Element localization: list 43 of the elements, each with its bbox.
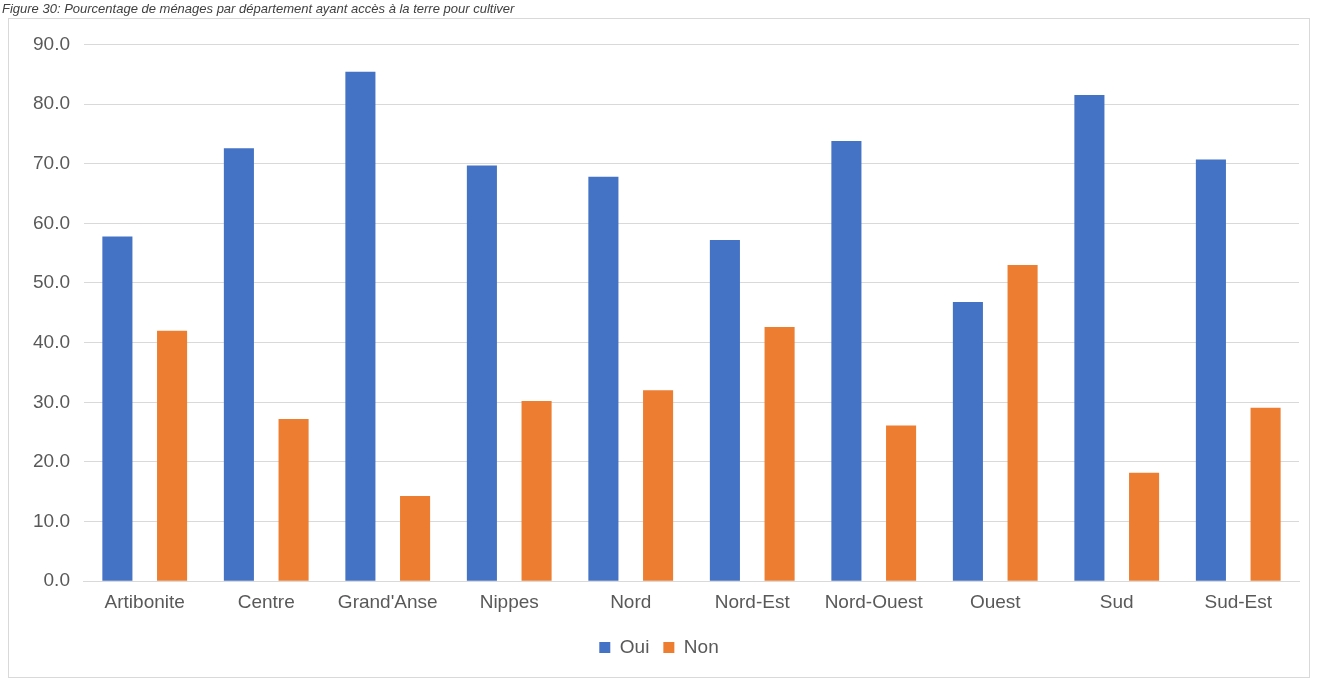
bar xyxy=(886,425,917,581)
x-tick-label: Sud xyxy=(1099,590,1134,612)
bar xyxy=(1129,472,1160,581)
bar xyxy=(1195,159,1226,581)
y-tick-label: 50.0 xyxy=(33,271,70,293)
x-tick-label: Sud-Est xyxy=(1204,590,1273,612)
y-tick-label: 0.0 xyxy=(43,569,70,591)
y-tick-label: 20.0 xyxy=(33,450,70,472)
y-tick-label: 90.0 xyxy=(33,32,70,54)
y-tick-label: 70.0 xyxy=(33,151,70,173)
y-tick-label: 30.0 xyxy=(33,390,70,412)
y-tick-label: 10.0 xyxy=(33,509,70,531)
bar xyxy=(157,330,188,581)
bar xyxy=(278,418,309,581)
x-tick-label: Nord-Est xyxy=(714,590,791,612)
y-tick-label: 80.0 xyxy=(33,92,70,114)
legend-label: Oui xyxy=(619,635,650,657)
x-tick-label: Nord-Ouest xyxy=(824,590,924,612)
x-tick-label: Artibonite xyxy=(104,590,185,612)
bar xyxy=(764,327,795,581)
x-tick-label: Nord xyxy=(610,590,652,612)
x-tick-label: Grand'Anse xyxy=(337,590,438,612)
bar xyxy=(643,390,674,581)
bar xyxy=(521,401,552,581)
bar xyxy=(345,71,376,581)
bar xyxy=(223,148,254,581)
y-tick-label: 60.0 xyxy=(33,211,70,233)
bar xyxy=(400,495,431,581)
x-tick-label: Ouest xyxy=(969,590,1022,612)
x-tick-label: Nippes xyxy=(479,590,539,612)
bar xyxy=(1250,407,1281,581)
bar xyxy=(466,165,497,581)
bar xyxy=(588,176,619,581)
legend-label: Non xyxy=(683,635,719,657)
bar xyxy=(1007,265,1038,581)
chart-title: Figure 30: Pourcentage de ménages par département ayant accès à la terre pour cultiver xyxy=(2,1,515,16)
bar xyxy=(1074,95,1105,581)
bar xyxy=(709,240,740,581)
bar xyxy=(102,236,133,581)
bar xyxy=(952,302,983,581)
bar xyxy=(831,141,862,581)
y-tick-label: 40.0 xyxy=(33,330,70,352)
x-tick-label: Centre xyxy=(237,590,295,612)
